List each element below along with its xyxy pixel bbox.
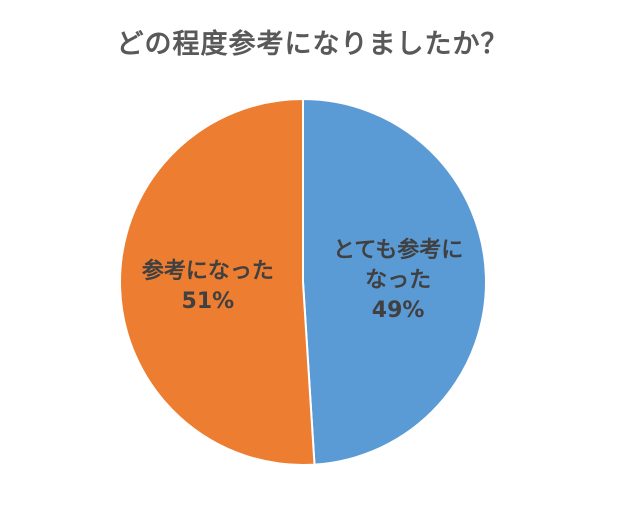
slice-category-label-0: とても参考に [333,237,463,263]
pie-slices [119,97,487,466]
pie-slice-1 [119,97,316,466]
slice-value-label-1: 51% [182,289,235,314]
pie-slice-0 [302,97,487,466]
slice-category-label-0: なった [365,268,431,293]
chart-title: どの程度参考になりましたか？ [116,29,509,60]
slice-category-label-1: 参考になった [142,258,274,284]
slice-value-label-0: 49% [372,298,425,323]
